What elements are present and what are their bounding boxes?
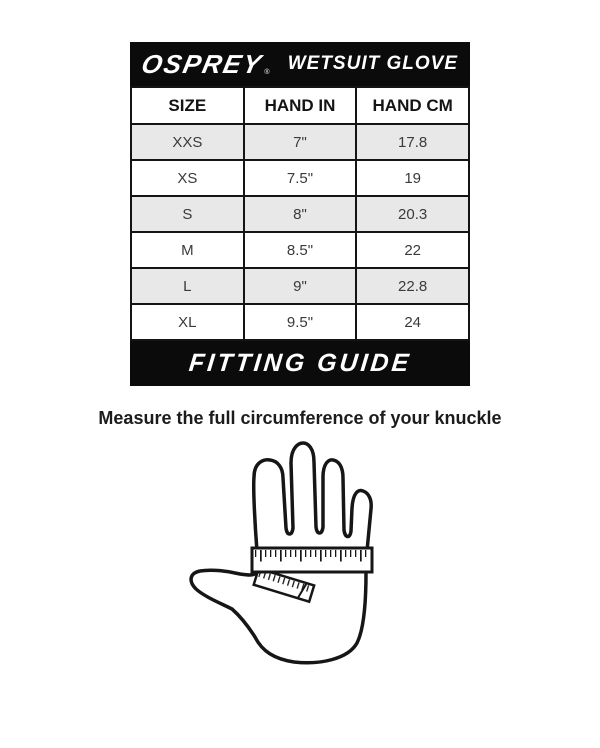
table-cell: 22.8 (355, 267, 470, 305)
table-row: L 9" 22.8 (130, 267, 470, 305)
osprey-logo: OSPREY ® (138, 49, 270, 79)
table-cell: 8" (242, 195, 358, 233)
size-table-header: SIZE HAND IN HAND CM (130, 86, 470, 125)
fitting-guide-bar: FITTING GUIDE (130, 341, 470, 386)
size-chart-panel: OSPREY ® WETSUIT GLOVE SIZE HAND IN HAND… (130, 42, 470, 386)
table-cell: 20.3 (355, 195, 470, 233)
osprey-logo-text: OSPREY (138, 49, 266, 79)
table-cell: XL (130, 303, 245, 341)
table-row: M 8.5" 22 (130, 231, 470, 269)
table-cell: 9.5" (242, 303, 358, 341)
size-guide-graphic: OSPREY ® WETSUIT GLOVE SIZE HAND IN HAND… (0, 42, 600, 748)
table-cell: S (130, 195, 245, 233)
table-cell: XXS (130, 123, 245, 161)
measure-instruction-text: Measure the full circumference of your k… (98, 408, 502, 428)
table-cell: 7.5" (242, 159, 358, 197)
table-cell: 9" (242, 267, 358, 305)
size-chart-table: SIZE HAND IN HAND CM XXS 7" 17.8 XS 7.5" 19 S 8… (130, 86, 470, 341)
measuring-tape-band (250, 546, 374, 574)
table-cell: 22 (355, 231, 470, 269)
table-cell: 7" (242, 123, 358, 161)
column-header-size: SIZE (130, 86, 245, 125)
table-cell: 24 (355, 303, 470, 341)
table-row: XS 7.5" 19 (130, 159, 470, 197)
column-header-hand-in: HAND IN (242, 86, 358, 125)
table-cell: 17.8 (355, 123, 470, 161)
table-cell: L (130, 267, 245, 305)
table-cell: 19 (355, 159, 470, 197)
registered-trademark-mark: ® (264, 69, 270, 76)
table-row: XXS 7" 17.8 (130, 123, 470, 161)
header-row: SIZE HAND IN HAND CM (130, 86, 470, 125)
tape-loose-end (252, 566, 316, 604)
product-title: WETSUIT GLOVE (287, 53, 458, 74)
table-row: S 8" 20.3 (130, 195, 470, 233)
table-row: XL 9.5" 24 (130, 303, 470, 341)
brand-header-bar: OSPREY ® WETSUIT GLOVE (130, 42, 470, 86)
table-cell: M (130, 231, 245, 269)
column-header-hand-cm: HAND CM (355, 86, 470, 125)
table-cell: 8.5" (242, 231, 358, 269)
hand-illustration-svg (189, 441, 374, 665)
hand-measure-illustration (180, 431, 420, 696)
size-table-body: XXS 7" 17.8 XS 7.5" 19 S 8" 20.3 M 8.5" 22 L 9" 22.8 XL… (130, 123, 470, 341)
table-cell: XS (130, 159, 245, 197)
fitting-guide-title: FITTING GUIDE (187, 349, 413, 377)
